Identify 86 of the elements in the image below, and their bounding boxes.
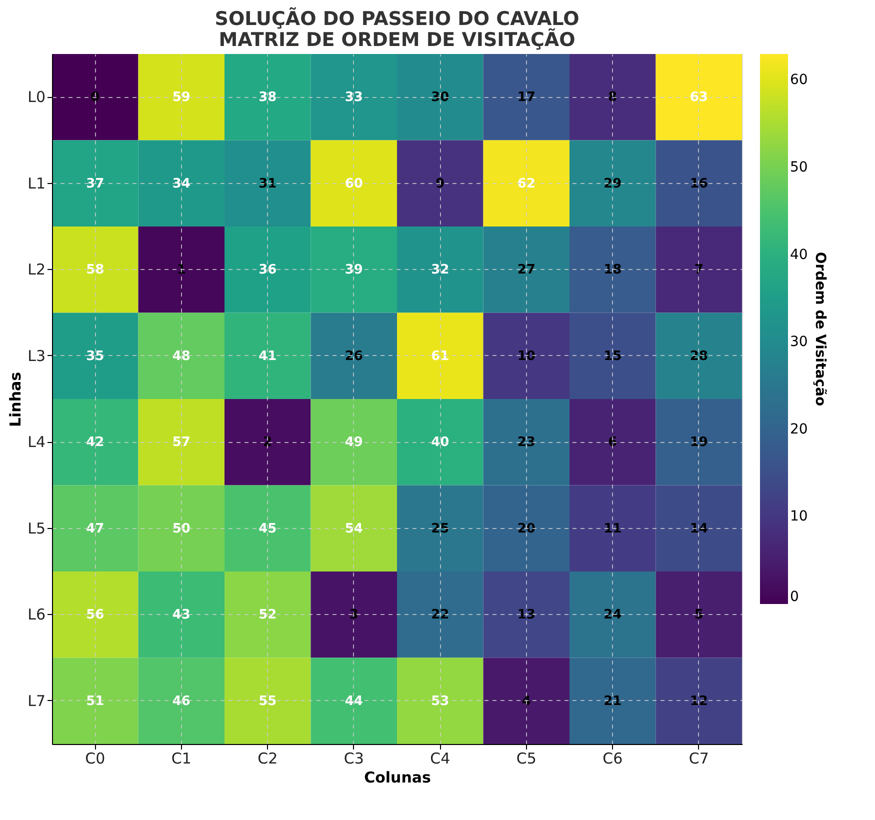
data-label: 61 [431,348,450,364]
data-label: 39 [344,262,363,278]
color-bar-label: 10 [790,508,808,525]
data-label: 62 [517,176,536,192]
x-axis-title: Colunas [364,768,431,786]
data-label: 63 [690,90,708,106]
x-tick-label: C4 [430,750,450,768]
chart-title: SOLUÇÃO DO PASSEIO DO CAVALO MATRIZ DE ORDEM DE VISITAÇÃO [214,7,580,51]
y-axis-title: Linhas [6,372,25,428]
data-label: 42 [86,435,104,450]
data-label: 57 [172,435,190,450]
y-tick-label: L2 [28,260,46,279]
data-label: 52 [258,608,277,623]
data-label: 59 [172,90,190,106]
data-label: 12 [690,694,708,709]
data-label: 29 [604,176,622,192]
data-label: 2 [263,435,272,450]
data-label: 45 [258,521,277,536]
data-label: 1 [176,262,186,278]
data-label: 33 [344,90,363,106]
data-label: 15 [604,348,622,364]
x-tick-label: C2 [258,750,278,768]
data-label: 53 [431,694,450,709]
data-label: 60 [344,176,363,192]
data-label: 40 [431,435,450,450]
data-label: 14 [690,521,708,536]
data-label: 30 [431,90,450,106]
data-label: 27 [517,262,536,278]
data-label: 35 [86,348,104,364]
data-label: 54 [344,521,363,536]
data-label: 13 [517,608,536,623]
data-label: 18 [604,262,622,278]
data-label: 55 [258,694,277,709]
y-tick-label: L7 [28,692,46,710]
data-label: 16 [690,176,708,192]
x-tick-label: C0 [85,750,106,768]
data-label: 38 [258,90,277,106]
color-bar-label: 60 [790,72,808,88]
x-tick-label: C6 [602,750,623,768]
data-label: 43 [172,608,190,623]
data-label: 34 [172,176,190,192]
data-label: 37 [86,176,104,192]
x-tick-label: C5 [516,750,536,768]
x-tick-label: C3 [344,750,364,768]
data-label: 10 [517,348,536,364]
color-bar-label: 30 [790,334,808,350]
y-tick-label: L5 [28,519,46,538]
color-bar-title: Ordem de Visitação [812,252,828,406]
x-tick-label: C7 [688,750,709,768]
color-bar-label: 40 [790,246,808,263]
data-label: 56 [86,608,104,623]
data-label: 23 [517,435,536,450]
data-label: 49 [344,435,363,450]
data-label: 20 [517,521,536,536]
data-label: 19 [690,435,708,450]
data-label: 22 [431,608,450,623]
data-label: 17 [517,90,536,106]
data-label: 51 [86,694,104,709]
data-label: 4 [522,694,531,709]
data-label: 58 [86,262,104,278]
data-label: 0 [90,90,100,106]
x-tick-label: C1 [171,750,192,768]
data-label: 44 [344,694,363,709]
data-label: 21 [604,694,622,709]
color-bar-label: 50 [790,159,808,176]
y-tick-label: L4 [28,433,46,452]
data-label: 9 [436,176,445,192]
color-bar-label: 20 [790,421,808,438]
y-tick-label: L3 [28,346,46,365]
data-label: 47 [86,521,104,536]
data-label: 36 [258,262,277,278]
data-label: 46 [172,694,190,709]
y-tick-label: L0 [28,88,46,106]
data-label: 26 [344,348,363,364]
data-label: 11 [604,521,622,536]
color-bar-label: 0 [790,589,799,605]
y-tick-label: L6 [28,606,46,624]
data-label: 24 [604,608,622,623]
data-label: 41 [258,348,277,364]
data-label: 28 [690,348,708,364]
y-tick-label: L1 [28,174,46,192]
data-label: 50 [172,521,190,536]
data-label: 31 [258,176,277,192]
data-label: 32 [431,262,450,278]
data-label: 25 [431,521,450,536]
data-label: 48 [172,348,190,364]
